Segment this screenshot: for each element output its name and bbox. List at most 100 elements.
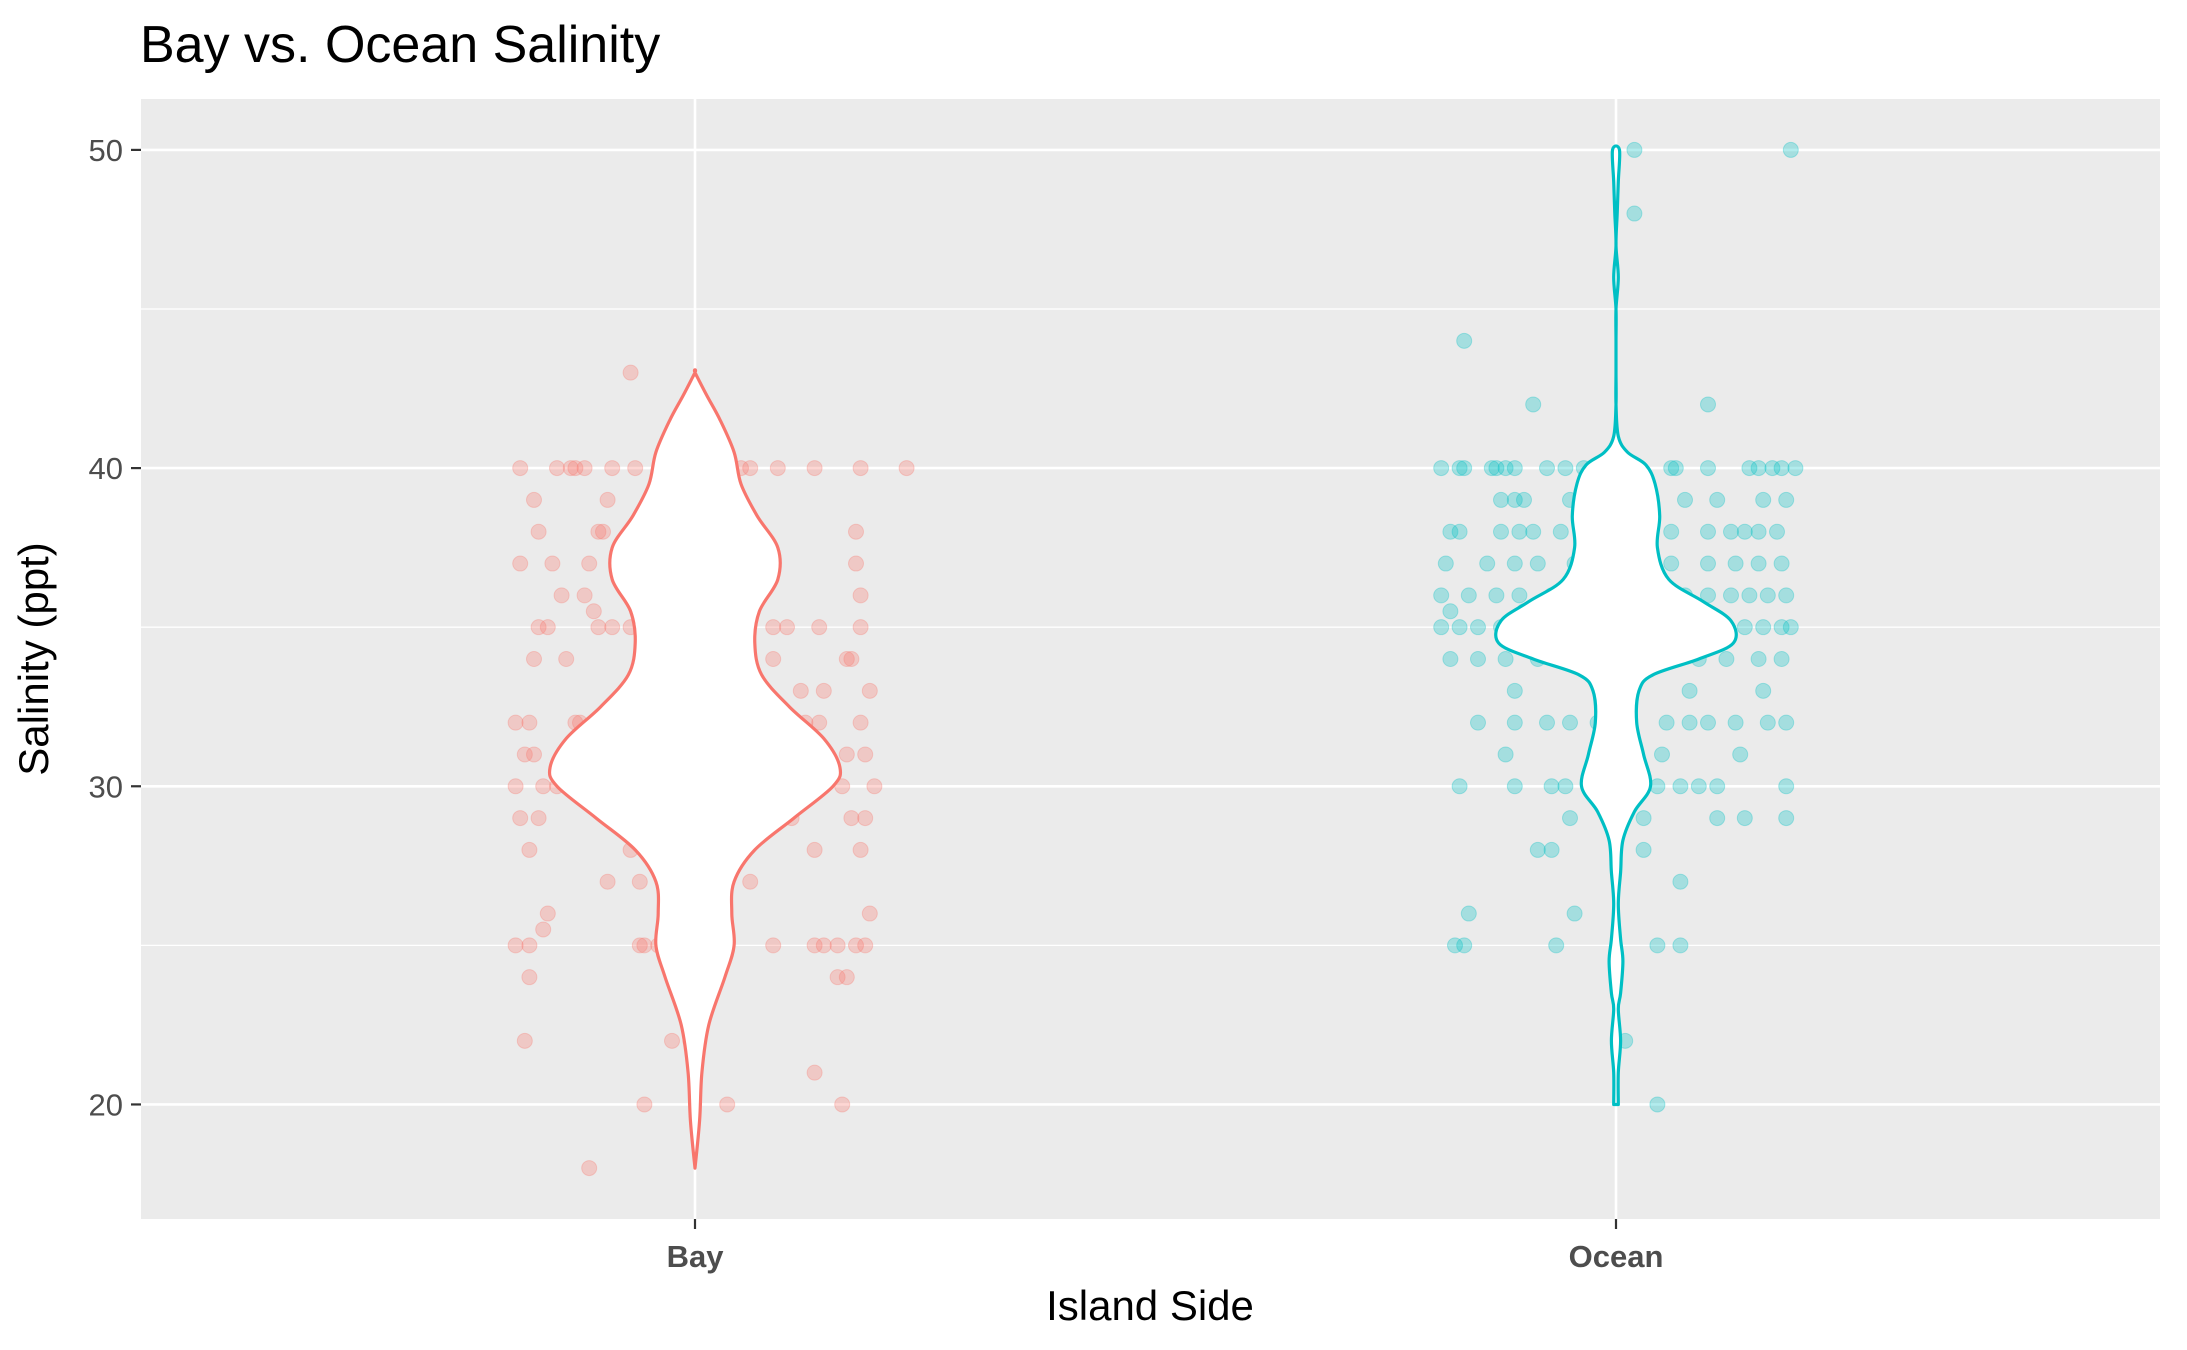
data-point-bay [539,619,556,636]
data-point-bay [585,603,602,620]
violin-bay [547,368,843,1170]
data-point-ocean [1649,1096,1666,1113]
data-point-ocean [1709,491,1726,508]
data-point-ocean [1626,205,1643,222]
data-point-bay [553,587,570,604]
data-point-ocean [1700,460,1716,477]
data-point-bay [848,523,864,540]
data-point-ocean [1506,555,1523,572]
data-point-ocean [1433,619,1450,636]
data-point-bay [576,587,593,604]
data-point-bay [512,555,529,572]
data-point-bay [852,841,869,858]
data-point-ocean [1709,810,1726,827]
data-point-bay [852,460,869,477]
y-axis-title: Salinity (ppt) [10,542,57,775]
data-point-bay [848,937,864,954]
data-point-bay [852,619,869,636]
data-point-ocean [1635,841,1652,858]
data-point-ocean [1451,778,1468,795]
data-point-bay [838,651,855,667]
data-point-bay [834,1096,851,1113]
data-point-ocean [1672,873,1689,890]
data-point-bay [806,460,823,477]
chart-title: Bay vs. Ocean Salinity [140,16,660,74]
data-point-bay [581,1160,598,1177]
data-point-ocean [1488,460,1505,477]
data-point-bay [664,1032,680,1049]
data-point-ocean [1442,603,1459,620]
data-point-ocean [1690,778,1707,795]
data-point-ocean [1700,714,1716,731]
data-point-bay [852,714,869,731]
data-point-bay [507,778,524,795]
data-point-bay [806,937,823,954]
data-point-bay [516,1032,533,1049]
data-point-ocean [1700,523,1716,540]
data-point-ocean [1773,460,1790,477]
data-point-ocean [1663,460,1680,477]
data-point-ocean [1543,841,1560,858]
data-point-ocean [1506,460,1523,477]
data-point-ocean [1750,555,1767,572]
data-point-bay [599,873,616,890]
data-point-bay [604,460,621,477]
data-point-ocean [1677,491,1693,508]
data-point-bay [857,810,874,827]
data-point-bay [599,491,616,508]
data-point-bay [861,682,878,699]
data-point-ocean [1525,396,1542,413]
data-point-bay [516,746,533,763]
data-point-bay [590,523,607,540]
data-point-bay [567,460,584,477]
data-point-ocean [1497,460,1514,477]
data-point-ocean [1497,651,1514,667]
data-point-ocean [1663,555,1680,572]
data-point-ocean [1649,778,1666,795]
data-point-ocean [1778,810,1795,827]
y-tick-label: 20 [89,1087,123,1122]
data-point-ocean [1539,714,1555,731]
data-point-ocean [1759,587,1776,604]
data-point-bay [765,937,782,954]
data-point-bay [742,873,759,890]
data-point-bay [526,746,542,763]
data-point-bay [792,682,809,699]
data-point-bay [829,969,846,986]
data-point-bay [811,619,828,636]
data-point-ocean [1511,523,1528,540]
data-point-ocean [1755,491,1772,508]
data-point-ocean [1755,619,1772,636]
data-point-ocean [1506,491,1523,508]
data-point-ocean [1516,491,1532,508]
data-point-ocean [1787,460,1804,477]
data-point-ocean [1433,460,1450,477]
violin-ocean [1494,144,1738,1107]
data-point-ocean [1548,937,1565,954]
data-point-ocean [1566,905,1583,922]
data-point-ocean [1451,619,1468,636]
data-point-ocean [1654,746,1670,763]
data-point-bay [857,937,874,954]
data-point-bay [521,841,538,858]
data-point-bay [631,873,648,890]
data-point-bay [526,491,542,508]
data-point-ocean [1470,714,1486,731]
data-point-bay [843,651,860,667]
data-point-ocean [1672,778,1689,795]
data-point-ocean [1447,937,1463,954]
x-tick-label-bay: Bay [667,1239,725,1274]
data-point-bay [838,746,855,763]
data-point-ocean [1732,746,1749,763]
data-point-ocean [1764,460,1781,477]
data-point-bay [622,364,639,381]
data-point-ocean [1437,555,1454,572]
data-point-ocean [1470,619,1486,636]
data-point-bay [576,460,593,477]
data-point-ocean [1442,523,1459,540]
data-point-ocean [1460,905,1477,922]
data-point-bay [866,778,883,795]
data-point-ocean [1483,460,1500,477]
data-point-ocean [1626,141,1643,158]
data-point-ocean [1750,523,1767,540]
